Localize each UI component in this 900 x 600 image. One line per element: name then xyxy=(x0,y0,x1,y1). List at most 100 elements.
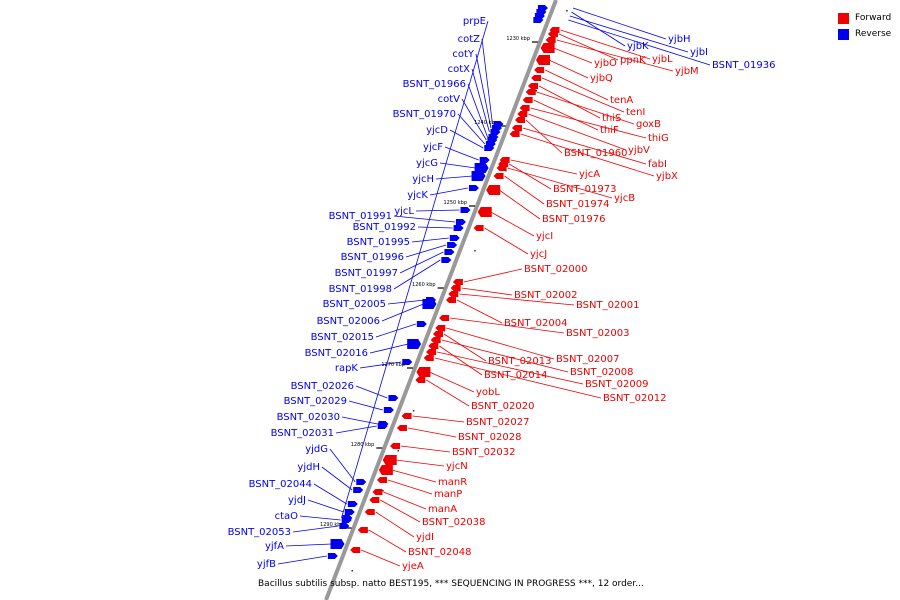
legend-reverse[interactable]: Reverse xyxy=(838,26,891,42)
gene-label-bsnt-02006[interactable]: BSNT_02006 xyxy=(317,316,380,327)
gene-glyph-bsnt-01960[interactable] xyxy=(515,117,526,123)
gene-glyph-mana[interactable] xyxy=(372,489,383,495)
gene-label-bsnt-02038[interactable]: BSNT_02038 xyxy=(422,517,485,528)
gene-glyph-yjcf[interactable] xyxy=(479,157,490,163)
gene-glyph-bsnt-01998[interactable] xyxy=(441,257,452,263)
gene-label-cotv[interactable]: cotV xyxy=(438,94,461,105)
gene-glyph-yjdi[interactable] xyxy=(364,509,375,515)
gene-glyph-yjcj[interactable] xyxy=(473,225,484,231)
gene-glyph-bsnt-01995[interactable] xyxy=(449,235,460,241)
gene-label-yjbq[interactable]: yjbQ xyxy=(590,73,613,84)
gene-label-bsnt-01960[interactable]: BSNT_01960 xyxy=(564,148,627,159)
gene-glyph-yjbx[interactable] xyxy=(509,131,520,137)
gene-glyph-bsnt-02002[interactable] xyxy=(450,285,461,291)
gene-glyph-rapk[interactable] xyxy=(402,359,413,365)
gene-label-yjcj[interactable]: yjcJ xyxy=(530,249,547,260)
gene-glyph-bsnt-02013[interactable] xyxy=(432,331,443,337)
gene-label-yjbh[interactable]: yjbH xyxy=(668,34,691,45)
gene-label-cotz[interactable]: cotZ xyxy=(458,34,481,45)
gene-glyph-bsnt-02044[interactable] xyxy=(347,501,358,507)
gene-glyph-teni[interactable] xyxy=(531,75,542,81)
gene-label-yjfa[interactable]: yjfA xyxy=(265,541,284,552)
gene-glyph-bsnt-02026[interactable] xyxy=(388,395,399,401)
gene-label-bsnt-02009[interactable]: BSNT_02009 xyxy=(585,379,648,390)
gene-glyph-bsnt-02009[interactable] xyxy=(426,349,437,355)
gene-label-bsnt-02005[interactable]: BSNT_02005 xyxy=(323,299,386,310)
gene-glyph-yjcg[interactable] xyxy=(474,163,489,173)
gene-glyph-yjcd[interactable] xyxy=(484,145,495,151)
gene-glyph-bsnt-02027[interactable] xyxy=(401,413,412,419)
gene-glyph-bsnt-01991[interactable] xyxy=(455,219,466,225)
gene-label-bsnt-02004[interactable]: BSNT_02004 xyxy=(504,318,567,329)
gene-label-bsnt-01976[interactable]: BSNT_01976 xyxy=(542,214,605,225)
gene-glyph-goxb[interactable] xyxy=(525,89,536,95)
gene-glyph-bsnt-02038[interactable] xyxy=(369,497,380,503)
gene-label-bsnt-01997[interactable]: BSNT_01997 xyxy=(335,268,398,279)
gene-label-yjbl[interactable]: yjbL xyxy=(652,54,673,65)
gene-label-yjdg[interactable]: yjdG xyxy=(305,444,328,455)
gene-glyph-bsnt-02015[interactable] xyxy=(416,321,427,327)
gene-label-yjbv[interactable]: yjbV xyxy=(628,145,650,156)
gene-label-bsnt-02001[interactable]: BSNT_02001 xyxy=(576,300,639,311)
gene-label-bsnt-02014[interactable]: BSNT_02014 xyxy=(484,370,547,381)
gene-glyph-yjcb[interactable] xyxy=(496,165,507,171)
gene-glyph-yjea[interactable] xyxy=(350,547,361,553)
gene-label-yjcb[interactable]: yjcB xyxy=(614,193,635,204)
gene-glyph-bsnt-02008[interactable] xyxy=(430,337,441,343)
gene-label-bsnt-02003[interactable]: BSNT_02003 xyxy=(566,328,629,339)
gene-label-bsnt-02031[interactable]: BSNT_02031 xyxy=(271,428,334,439)
gene-glyph-yjfa[interactable] xyxy=(330,539,345,549)
gene-label-bsnt-01995[interactable]: BSNT_01995 xyxy=(347,237,410,248)
gene-label-manr[interactable]: manR xyxy=(438,477,467,488)
gene-glyph-bsnt-02029[interactable] xyxy=(383,407,394,413)
gene-label-mana[interactable]: manA xyxy=(428,504,457,515)
gene-glyph-yjci[interactable] xyxy=(477,207,492,217)
gene-glyph-bsnt-02003[interactable] xyxy=(439,315,450,321)
gene-label-tena[interactable]: tenA xyxy=(610,95,633,106)
gene-label-bsnt-01998[interactable]: BSNT_01998 xyxy=(329,284,392,295)
gene-label-yjbo[interactable]: yjbO xyxy=(594,58,617,69)
gene-glyph-ppnk[interactable] xyxy=(547,31,558,37)
gene-glyph-yjck[interactable] xyxy=(468,185,479,191)
gene-label-yjdh[interactable]: yjdH xyxy=(297,462,320,473)
gene-label-manp[interactable]: manP xyxy=(434,489,462,500)
gene-glyph-manr[interactable] xyxy=(378,465,393,475)
gene-label-yjck[interactable]: yjcK xyxy=(407,190,428,201)
gene-label-bsnt-02053[interactable]: BSNT_02053 xyxy=(228,527,291,538)
gene-glyph-bsnt-02020[interactable] xyxy=(415,377,426,383)
gene-glyph-bsnt-02012[interactable] xyxy=(423,355,434,361)
gene-label-bsnt-02016[interactable]: BSNT_02016 xyxy=(305,348,368,359)
gene-label-bsnt-02030[interactable]: BSNT_02030 xyxy=(277,412,340,423)
gene-label-bsnt-02032[interactable]: BSNT_02032 xyxy=(452,447,515,458)
gene-label-bsnt-02044[interactable]: BSNT_02044 xyxy=(249,479,312,490)
gene-label-bsnt-02012[interactable]: BSNT_02012 xyxy=(603,393,666,404)
gene-glyph-yjcl[interactable] xyxy=(460,207,471,213)
gene-label-bsnt-02029[interactable]: BSNT_02029 xyxy=(284,396,347,407)
gene-glyph-yjbm[interactable] xyxy=(545,37,556,43)
gene-glyph-this[interactable] xyxy=(528,83,539,89)
gene-glyph-yjbo[interactable] xyxy=(540,43,555,53)
gene-label-this[interactable]: thiS xyxy=(602,113,621,124)
gene-label-rapk[interactable]: rapK xyxy=(335,363,359,374)
gene-glyph-bsnt-01976[interactable] xyxy=(486,185,501,195)
gene-label-bsnt-02008[interactable]: BSNT_02008 xyxy=(570,367,633,378)
gene-label-bsnt-01996[interactable]: BSNT_01996 xyxy=(341,252,404,263)
gene-glyph-tena[interactable] xyxy=(534,67,545,73)
gene-glyph-bsnt-02007[interactable] xyxy=(435,325,446,331)
gene-label-yjfb[interactable]: yjfB xyxy=(257,559,276,570)
gene-label-cotx[interactable]: cotX xyxy=(448,64,471,75)
gene-glyph-ctao[interactable] xyxy=(341,517,352,523)
gene-label-bsnt-01936[interactable]: BSNT_01936 xyxy=(712,60,775,71)
gene-label-bsnt-02026[interactable]: BSNT_02026 xyxy=(291,381,354,392)
gene-label-bsnt-01966[interactable]: BSNT_01966 xyxy=(403,79,466,90)
gene-label-yjcd[interactable]: yjcD xyxy=(426,125,448,136)
gene-label-yjea[interactable]: yjeA xyxy=(402,561,424,572)
gene-label-yjbx[interactable]: yjbX xyxy=(656,171,678,182)
gene-label-yobl[interactable]: yobL xyxy=(476,387,500,398)
gene-label-goxb[interactable]: goxB xyxy=(636,119,661,130)
gene-label-yjdi[interactable]: yjdI xyxy=(416,532,434,543)
gene-label-yjca[interactable]: yjcA xyxy=(579,169,600,180)
gene-label-coty[interactable]: cotY xyxy=(452,49,475,60)
gene-label-bsnt-02007[interactable]: BSNT_02007 xyxy=(556,354,619,365)
gene-label-yjdj[interactable]: yjdJ xyxy=(288,495,306,506)
